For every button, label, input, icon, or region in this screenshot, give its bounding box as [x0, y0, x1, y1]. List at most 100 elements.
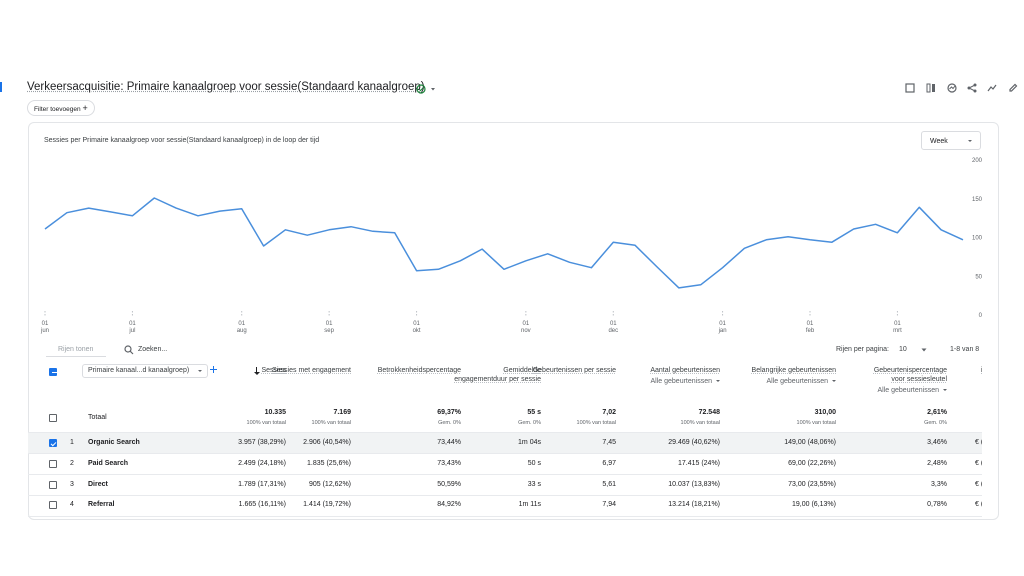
row-value: 13.214 (18,21%) — [668, 501, 720, 509]
x-tick-label: 01 jan — [718, 321, 727, 334]
filter-button[interactable]: Filter toevoegen + — [27, 100, 95, 116]
row-checkbox[interactable] — [49, 439, 57, 447]
y-tick-label: 150 — [972, 197, 983, 203]
row-value: 10.037 (13,83%) — [668, 480, 720, 488]
x-tick-label: 01 aug — [237, 321, 247, 334]
x-tick-label: 01 feb — [806, 321, 815, 334]
y-tick-label: 200 — [972, 158, 983, 164]
row-checkbox[interactable] — [49, 501, 57, 510]
rows-per-page-caret — [921, 348, 927, 352]
totals-checkbox[interactable] — [49, 414, 57, 422]
row-value: 0,78% — [927, 501, 947, 509]
share-icon[interactable] — [967, 83, 977, 93]
y-tick-label: 50 — [975, 274, 982, 280]
row-checkbox[interactable] — [49, 459, 57, 468]
row-highlight — [28, 433, 982, 453]
title-status[interactable] — [416, 84, 442, 94]
row-value: 73,00 (23,55%) — [788, 480, 836, 488]
data-table: Primaire kanaal...d kanaalgroep) Sessies S… — [28, 360, 982, 518]
x-tick-label: 01 okt — [413, 321, 421, 334]
column-title: Belangrijke gebeurtenissen — [751, 367, 836, 374]
row-checkbox[interactable] — [49, 480, 57, 489]
series-line — [44, 197, 964, 289]
row-value: 2,48% — [927, 459, 947, 467]
column-filter[interactable]: Alle gebeurtenissen — [767, 377, 837, 386]
column-header[interactable]: ink — [981, 366, 982, 375]
search-box[interactable]: Zoeken... — [138, 346, 168, 353]
dimension-caret — [198, 370, 202, 374]
column-header[interactable]: Sessies — [261, 366, 286, 375]
column-title: Betrokkenheidspercentage — [377, 367, 461, 374]
column-header[interactable]: Gemiddelde engagementduur per sessie — [451, 366, 541, 384]
insights-icon[interactable] — [947, 83, 957, 93]
check-mark — [50, 440, 56, 446]
plus-icon: + — [82, 103, 88, 113]
y-tick-label: 100 — [972, 236, 983, 242]
compare-icon[interactable] — [926, 83, 936, 93]
row-label[interactable]: Direct — [88, 480, 108, 488]
dimension-selector[interactable]: Primaire kanaal...d kanaalgroep) — [82, 364, 208, 378]
column-title: Gemiddelde engagementduur per sessie — [454, 367, 541, 383]
column-title: Gebeurtenissen per sessie — [532, 367, 616, 374]
row-value: 149,00 (48,06%) — [784, 439, 836, 446]
side-marker — [0, 82, 2, 92]
column-title: Sessies — [261, 367, 286, 374]
rows-per-page[interactable]: 10 — [899, 346, 907, 353]
x-tick-label: 01 jul — [128, 321, 136, 334]
row-value: € ( — [975, 459, 982, 467]
column-header[interactable]: Gebeurtenispercentage voor sessiesleutel… — [867, 366, 947, 395]
add-dimension-v — [212, 366, 215, 373]
row-label[interactable]: Paid Search — [88, 459, 129, 467]
column-title: ink — [981, 366, 982, 375]
row-value: 50,59% — [437, 480, 461, 488]
row-divider — [28, 453, 982, 455]
row-divider — [28, 432, 982, 433]
totals-sub: 100% van totaal — [246, 420, 286, 426]
totals-value: 310,00 — [814, 409, 836, 416]
row-value: 84,92% — [437, 501, 461, 509]
row-divider — [28, 474, 982, 476]
row-value: 2.499 (24,18%) — [238, 459, 286, 467]
pagination: 1-8 van 8 — [950, 346, 980, 353]
report-title: Verkeersacquisitie: Primaire kanaalgroep… — [27, 81, 425, 93]
y-tick-label: 0 — [979, 313, 983, 319]
row-value: € ( — [975, 439, 982, 446]
row-label[interactable]: Referral — [88, 501, 115, 509]
x-tick-label: 01 mrt — [893, 321, 902, 334]
column-filter[interactable]: Alle gebeurtenissen — [651, 377, 721, 386]
row-value: 50 s — [527, 459, 541, 467]
totals-value: 2,61% — [927, 409, 947, 416]
column-filter[interactable]: Alle gebeurtenissen — [878, 386, 948, 395]
totals-value: 55 s — [527, 409, 541, 416]
column-header[interactable]: Gebeurtenissen per sessie — [533, 366, 616, 375]
row-value: 1.789 (17,31%) — [238, 480, 286, 488]
row-value: 73,43% — [437, 459, 461, 467]
row-value: 905 (12,62%) — [308, 480, 351, 488]
row-divider — [28, 515, 982, 517]
chart-title: Sessies per Primaire kanaalgroep voor se… — [44, 137, 320, 144]
row-value: 5,61 — [602, 480, 616, 488]
column-header[interactable]: Belangrijke gebeurtenissen Alle gebeurten… — [752, 366, 836, 386]
totals-value: 7.169 — [333, 409, 351, 416]
trend-icon[interactable] — [987, 83, 997, 93]
row-value: 3.957 (38,29%) — [238, 439, 286, 446]
edit-icon[interactable] — [1008, 83, 1018, 93]
column-header[interactable]: Sessies met engagement — [272, 366, 351, 375]
totals-value: 7,02 — [602, 409, 616, 416]
totals-label: Totaal — [88, 414, 107, 421]
rows-toggle[interactable]: Rijen tonen — [46, 343, 106, 357]
rows-per-page-label: Rijen per pagina: — [836, 346, 889, 353]
row-value: € ( — [975, 480, 982, 488]
column-header[interactable]: Aantal gebeurtenissen Alle gebeurtenissen — [650, 366, 720, 386]
column-header[interactable]: Betrokkenheidspercentage — [378, 366, 461, 375]
row-value: 6,97 — [602, 459, 616, 467]
notes-icon[interactable] — [905, 83, 915, 93]
dimension-selector-label: Primaire kanaal...d kanaalgroep) — [88, 367, 190, 374]
row-index: 4 — [70, 501, 74, 509]
totals-value: 10.335 — [264, 409, 286, 416]
select-all-checkbox[interactable] — [49, 368, 57, 376]
row-index: 2 — [70, 459, 74, 467]
row-label[interactable]: Organic Search — [88, 439, 140, 446]
period-selector[interactable]: Week — [921, 131, 981, 150]
row-divider — [28, 494, 982, 496]
